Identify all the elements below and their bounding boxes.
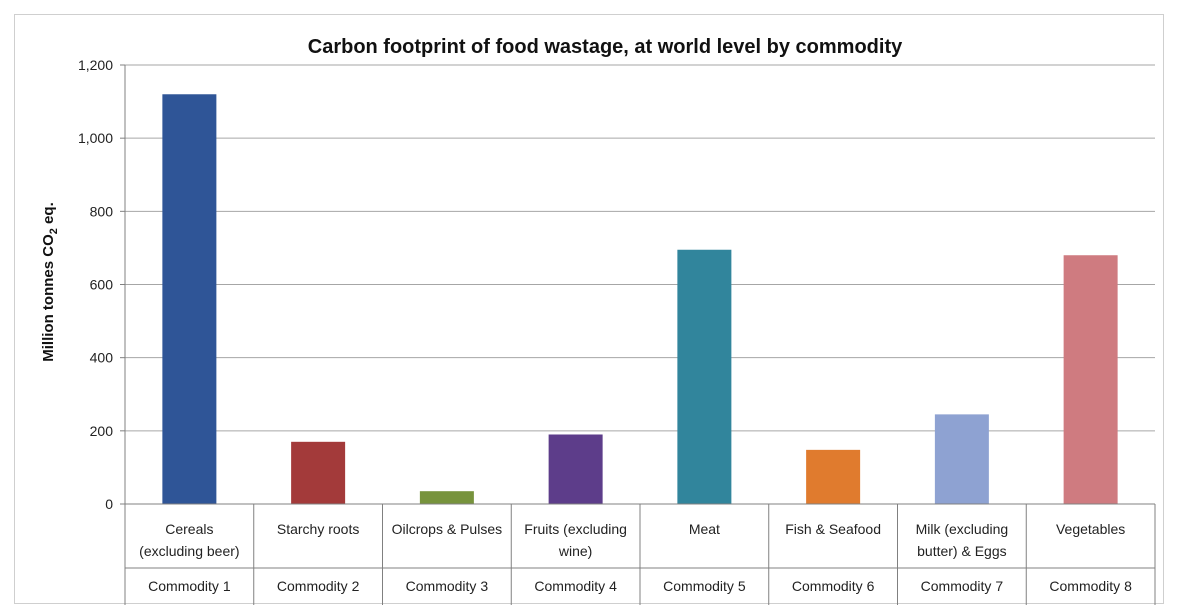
category-label: Fruits (excluding — [524, 521, 627, 537]
bar — [162, 94, 216, 504]
bars — [162, 94, 1117, 504]
group-label: Commodity 3 — [406, 578, 489, 594]
category-label: Meat — [689, 521, 720, 537]
category-label: Milk (excluding — [916, 521, 1009, 537]
y-tick-label: 400 — [90, 350, 114, 366]
y-tick-label: 1,200 — [78, 57, 113, 73]
bar — [806, 450, 860, 504]
y-tick-label: 200 — [90, 423, 114, 439]
y-axis-ticks: 0 200 400 600 800 1,000 1,200 — [78, 57, 125, 512]
category-labels: Cereals (excluding beer) Commodity 1 Starch… — [139, 521, 1132, 594]
y-axis-label: Million tonnes CO2 eq. — [40, 202, 60, 361]
category-label: Vegetables — [1056, 521, 1125, 537]
bar — [420, 491, 474, 504]
category-label: Oilcrops & Pulses — [392, 521, 502, 537]
gridlines — [125, 65, 1155, 431]
chart-frame: Carbon footprint of food wastage, at wor… — [14, 14, 1164, 604]
bar — [549, 434, 603, 504]
bar — [1064, 255, 1118, 504]
group-label: Commodity 8 — [1049, 578, 1132, 594]
group-label: Commodity 5 — [663, 578, 746, 594]
group-label: Commodity 4 — [534, 578, 617, 594]
group-label: Commodity 7 — [921, 578, 1004, 594]
group-label: Commodity 6 — [792, 578, 875, 594]
y-tick-label: 0 — [105, 496, 113, 512]
chart-title: Carbon footprint of food wastage, at wor… — [308, 36, 903, 58]
category-label: butter) & Eggs — [917, 543, 1007, 559]
category-label: Fish & Seafood — [785, 521, 881, 537]
category-label: Starchy roots — [277, 521, 359, 537]
category-label: (excluding beer) — [139, 543, 239, 559]
bar-chart: Carbon footprint of food wastage, at wor… — [15, 15, 1165, 605]
y-axis-label-main: Million tonnes CO — [40, 234, 57, 362]
group-label: Commodity 2 — [277, 578, 360, 594]
group-label: Commodity 1 — [148, 578, 231, 594]
bar — [935, 414, 989, 504]
y-tick-label: 600 — [90, 277, 114, 293]
category-label: Cereals — [165, 521, 213, 537]
bar — [291, 442, 345, 504]
y-tick-label: 800 — [90, 203, 114, 219]
bar — [677, 250, 731, 504]
y-axis-label-suffix: eq. — [40, 202, 57, 228]
y-tick-label: 1,000 — [78, 130, 113, 146]
category-label: wine) — [558, 543, 592, 559]
